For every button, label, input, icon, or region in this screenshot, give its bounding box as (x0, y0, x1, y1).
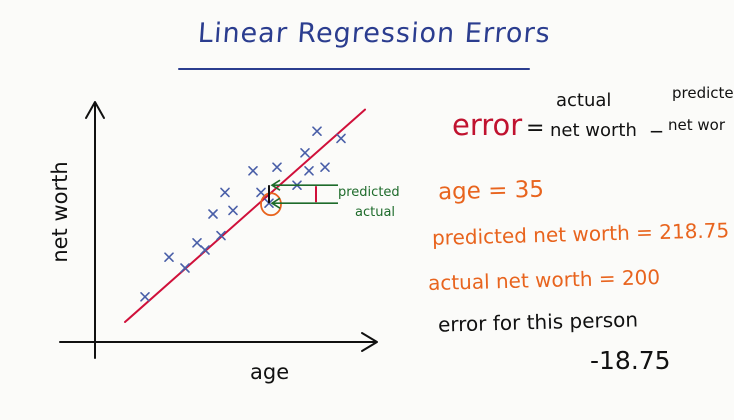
equals-sign: = (526, 116, 545, 141)
predicted-term-top: predicte (672, 84, 734, 102)
title-underline (178, 68, 530, 70)
y-axis-label: net worth (48, 161, 72, 263)
predicted-arrow (270, 179, 338, 191)
data-point-1 (140, 292, 150, 302)
error-word: error (452, 108, 523, 142)
x-axis-label: age (250, 360, 290, 384)
data-point-6 (216, 230, 226, 241)
data-point-15 (304, 166, 314, 176)
example-actual: actual net worth = 200 (427, 264, 661, 296)
data-point-10 (248, 166, 258, 176)
actual-arrow (270, 197, 338, 209)
data-point-8 (220, 187, 230, 198)
example-predicted: predicted net worth = 218.75 (431, 218, 730, 250)
error-label: error for this person (437, 307, 639, 337)
data-point-12 (272, 162, 282, 172)
data-point-9 (228, 205, 238, 216)
data-point-16 (312, 126, 322, 137)
y-axis (85, 101, 105, 359)
data-point-11 (256, 187, 266, 198)
highlight-circle (260, 192, 282, 217)
data-point-3 (180, 263, 190, 273)
data-point-17 (320, 162, 330, 172)
actual-term-bottom: net worth (550, 120, 637, 141)
data-point-2 (164, 252, 174, 262)
minus-sign: _ (651, 108, 662, 133)
example-age: age = 35 (437, 176, 545, 206)
data-points (140, 126, 346, 302)
data-point-7 (208, 209, 218, 219)
actual-tag: actual (355, 205, 396, 220)
highlighted-person (260, 179, 338, 217)
predicted-term-bottom: net wor (668, 116, 725, 134)
regression-plot (59, 101, 378, 359)
actual-term-top: actual (556, 90, 612, 111)
error-value: -18.75 (590, 346, 671, 375)
data-point-18 (336, 133, 346, 144)
x-axis (59, 332, 378, 352)
data-point-4 (192, 238, 202, 248)
data-point-14 (300, 147, 310, 158)
regression-line (124, 108, 366, 323)
page-title: Linear Regression Errors (196, 18, 552, 49)
data-point-5 (200, 245, 210, 255)
predicted-tag: predicted (338, 185, 400, 200)
